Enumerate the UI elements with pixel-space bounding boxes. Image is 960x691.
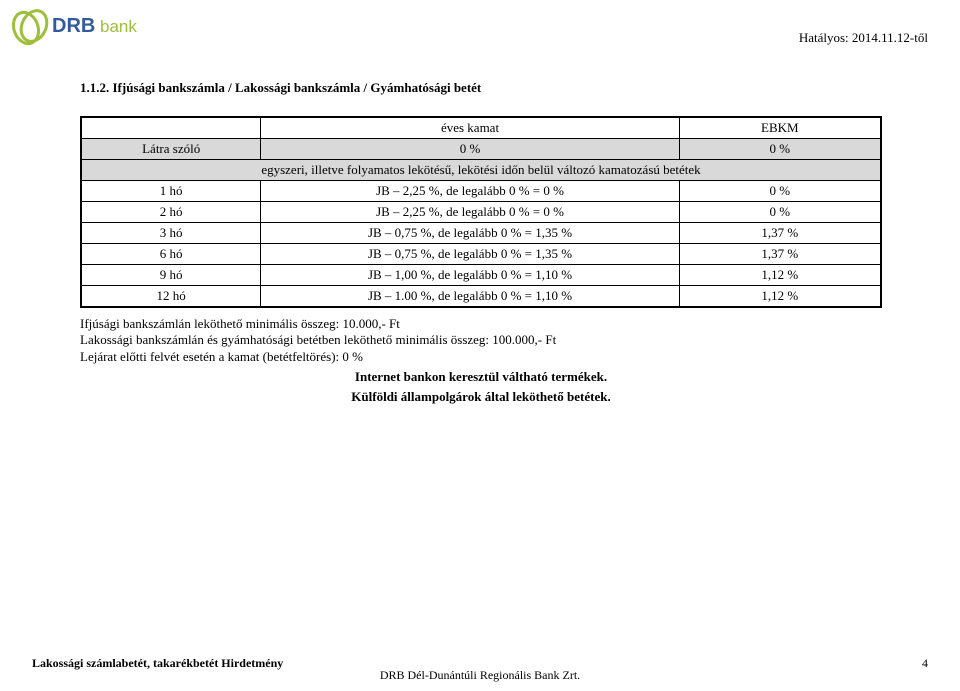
note-line: Ifjúsági bankszámlán leköthető minimális…	[80, 316, 882, 332]
header-rate: éves kamat	[261, 118, 679, 139]
table-row: 1 hó JB – 2,25 %, de legalább 0 % = 0 % …	[82, 181, 881, 202]
cell-rate: 0 %	[261, 139, 679, 160]
logo-text: bank	[100, 17, 137, 36]
cell-term: 12 hó	[82, 286, 261, 307]
cell-rate: JB – 0,75 %, de legalább 0 % = 1,35 %	[261, 244, 679, 265]
cell-rate: JB – 2,25 %, de legalább 0 % = 0 %	[261, 181, 679, 202]
drb-logo-icon: DRB bank	[10, 4, 140, 52]
cell-term: 3 hó	[82, 223, 261, 244]
notes-block: Ifjúsági bankszámlán leköthető minimális…	[80, 316, 882, 405]
note-line: Lejárat előtti felvét esetén a kamat (be…	[80, 349, 882, 365]
section-title: Ifjúsági bankszámla / Lakossági bankszám…	[113, 80, 482, 95]
cell-term: 2 hó	[82, 202, 261, 223]
cell-ebkm: 0 %	[679, 139, 880, 160]
cell-rate: JB – 1.00 %, de legalább 0 % = 1,10 %	[261, 286, 679, 307]
page-number: 4	[922, 656, 928, 671]
note-bold: Külföldi állampolgárok által leköthető b…	[80, 389, 882, 405]
cell-rate: JB – 1,00 %, de legalább 0 % = 1,10 %	[261, 265, 679, 286]
cell-rate: JB – 0,75 %, de legalább 0 % = 1,35 %	[261, 223, 679, 244]
subheader-text: egyszeri, illetve folyamatos lekötésű, l…	[82, 160, 881, 181]
table-subheader: egyszeri, illetve folyamatos lekötésű, l…	[82, 160, 881, 181]
cell-label: Látra szóló	[82, 139, 261, 160]
header-ebkm: EBKM	[679, 118, 880, 139]
table-row: 6 hó JB – 0,75 %, de legalább 0 % = 1,35…	[82, 244, 881, 265]
cell-term: 1 hó	[82, 181, 261, 202]
cell-term: 9 hó	[82, 265, 261, 286]
note-line: Lakossági bankszámlán és gyámhatósági be…	[80, 332, 882, 348]
cell-ebkm: 1,12 %	[679, 265, 880, 286]
table-row: 12 hó JB – 1.00 %, de legalább 0 % = 1,1…	[82, 286, 881, 307]
section-heading: 1.1.2. Ifjúsági bankszámla / Lakossági b…	[80, 80, 481, 96]
logo: DRB bank	[10, 4, 140, 56]
svg-text:DRB: DRB	[52, 15, 95, 37]
cell-ebkm: 0 %	[679, 202, 880, 223]
note-bold: Internet bankon keresztül váltható termé…	[80, 369, 882, 385]
cell-ebkm: 1,37 %	[679, 244, 880, 265]
cell-term: 6 hó	[82, 244, 261, 265]
rates-table: éves kamat EBKM Látra szóló 0 % 0 % egys…	[80, 116, 882, 308]
cell-rate: JB – 2,25 %, de legalább 0 % = 0 %	[261, 202, 679, 223]
cell-ebkm: 1,37 %	[679, 223, 880, 244]
cell-ebkm: 0 %	[679, 181, 880, 202]
table-row: 3 hó JB – 0,75 %, de legalább 0 % = 1,35…	[82, 223, 881, 244]
cell-ebkm: 1,12 %	[679, 286, 880, 307]
footer-bank-name: DRB Dél-Dunántúli Regionális Bank Zrt.	[0, 668, 960, 683]
table-header-row: éves kamat EBKM	[82, 118, 881, 139]
table-row: Látra szóló 0 % 0 %	[82, 139, 881, 160]
table-row: 9 hó JB – 1,00 %, de legalább 0 % = 1,10…	[82, 265, 881, 286]
table-row: 2 hó JB – 2,25 %, de legalább 0 % = 0 % …	[82, 202, 881, 223]
section-number: 1.1.2.	[80, 80, 109, 95]
header-empty	[82, 118, 261, 139]
effective-date: Hatályos: 2014.11.12-től	[799, 30, 928, 46]
